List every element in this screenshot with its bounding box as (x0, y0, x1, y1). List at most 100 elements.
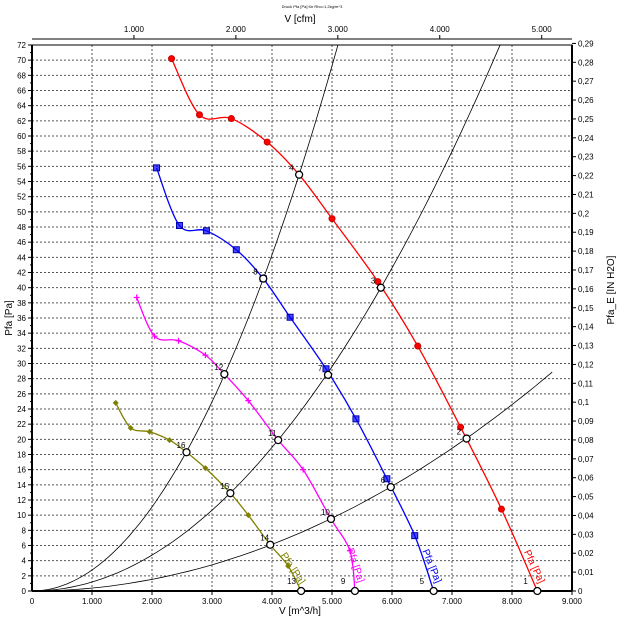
y2-tick-label: 0,05 (578, 493, 594, 502)
y2-tick-label: 0,22 (578, 172, 594, 181)
y2-tick-label: 0,18 (578, 247, 594, 256)
operating-point-label: 14 (260, 534, 269, 543)
y-tick-label: 40 (17, 284, 26, 293)
data-point-circle (263, 138, 271, 146)
data-point-square (411, 532, 419, 540)
y-tick-label: 14 (17, 481, 26, 490)
y-tick-label: 58 (17, 147, 26, 156)
operating-point (376, 283, 385, 292)
y-tick-label: 28 (17, 375, 26, 384)
x-tick-label: 3.000 (202, 597, 223, 606)
y-tick-label: 50 (17, 208, 26, 217)
data-point-diamond (245, 512, 252, 519)
x-tick-label: 1.000 (82, 597, 103, 606)
y-tick-label: 42 (17, 269, 26, 278)
y2-tick-label: 0,1 (578, 398, 590, 407)
operating-point (462, 434, 471, 443)
operating-point (429, 586, 438, 596)
data-point-plus (175, 337, 182, 344)
operating-point (323, 370, 333, 380)
x2-tick-label: 2.000 (226, 25, 247, 34)
x-tick-label: 8.000 (502, 597, 523, 606)
operating-point (220, 369, 229, 379)
operating-point (326, 514, 336, 524)
x2-tick-label: 3.000 (328, 25, 349, 34)
y-tick-label: 30 (17, 360, 26, 369)
fan-curve-2 (136, 297, 356, 592)
operating-point (274, 435, 283, 445)
x-tick-label: 2.000 (142, 597, 163, 606)
x2-tick-label: 1.000 (124, 25, 145, 34)
y-tick-label: 56 (17, 162, 26, 171)
y-tick-label: 54 (17, 178, 26, 187)
x-tick-label: 7.000 (442, 597, 463, 606)
system-curve (31, 45, 501, 592)
operating-point-label: 7 (318, 364, 323, 373)
y-tick-label: 46 (17, 238, 26, 247)
y-tick-label: 12 (17, 496, 26, 505)
x-axis-label: V [m^3/h] (279, 606, 321, 617)
data-point-plus (300, 466, 307, 473)
y2-tick-label: 0,27 (578, 77, 594, 86)
data-point-circle (328, 215, 336, 223)
y-tick-label: 4 (22, 557, 27, 566)
data-point-circle (497, 505, 505, 513)
chart-title: Druck Pfa [Pa] für Rho=1,2kg/m^3 (282, 4, 343, 9)
y2-tick-label: 0,25 (578, 115, 594, 124)
y2-tick-label: 0,04 (578, 511, 594, 520)
y-axis-label: Pfa [Pa] (4, 300, 15, 336)
y2-tick-label: 0,12 (578, 360, 594, 369)
data-point-square (286, 313, 294, 321)
operating-point-label: 8 (253, 268, 258, 277)
data-point-diamond (166, 437, 173, 444)
data-point-circle (414, 342, 422, 350)
x2-tick-label: 5.000 (532, 25, 553, 34)
y-tick-label: 22 (17, 420, 26, 429)
y-tick-label: 66 (17, 87, 26, 96)
y-tick-label: 60 (17, 132, 26, 141)
y2-tick-label: 0,09 (578, 417, 594, 426)
operating-point (294, 170, 304, 179)
y2-tick-label: 0,11 (578, 379, 594, 388)
x-tick-label: 9.000 (562, 597, 583, 606)
y-tick-label: 62 (17, 117, 26, 126)
operating-point (296, 586, 306, 596)
operating-point-label: 11 (268, 429, 277, 438)
y-tick-label: 20 (17, 435, 26, 444)
fan-curve-0 (170, 58, 538, 592)
data-point-diamond (285, 562, 292, 569)
operating-point-label: 10 (321, 508, 330, 517)
data-point-diamond (127, 424, 134, 431)
y-tick-label: 44 (17, 253, 26, 262)
data-point-square (352, 415, 360, 423)
y-tick-label: 32 (17, 344, 26, 353)
data-point-circle (195, 111, 203, 119)
y2-tick-label: 0,01 (578, 568, 594, 577)
data-point-square (175, 221, 183, 229)
y-tick-label: 64 (17, 102, 26, 111)
data-point-square (153, 164, 161, 172)
data-point-plus (245, 397, 252, 404)
data-point-plus (346, 547, 353, 554)
fan-curve-1 (155, 167, 435, 592)
x-tick-label: 0 (30, 597, 35, 606)
y2-tick-label: 0,03 (578, 530, 594, 539)
y2-axis-label: Pfa_E [IN H2O] (606, 255, 617, 324)
y-tick-label: 16 (17, 466, 26, 475)
operating-point (533, 586, 542, 596)
y-tick-label: 2 (22, 572, 27, 581)
operating-point-label: 1 (523, 577, 528, 586)
y-tick-label: 72 (17, 41, 26, 50)
data-point-square (202, 227, 210, 235)
data-point-circle (457, 423, 465, 431)
y2-tick-label: 0,21 (578, 190, 594, 199)
y2-tick-label: 0,26 (578, 96, 594, 105)
y-tick-label: 36 (17, 314, 26, 323)
y-tick-label: 48 (17, 223, 26, 232)
data-point-square (232, 246, 240, 254)
operating-point-label: 2 (457, 428, 462, 437)
y2-tick-label: 0,02 (578, 549, 594, 558)
y2-tick-label: 0,2 (578, 209, 590, 218)
y2-tick-label: 0,08 (578, 436, 594, 445)
